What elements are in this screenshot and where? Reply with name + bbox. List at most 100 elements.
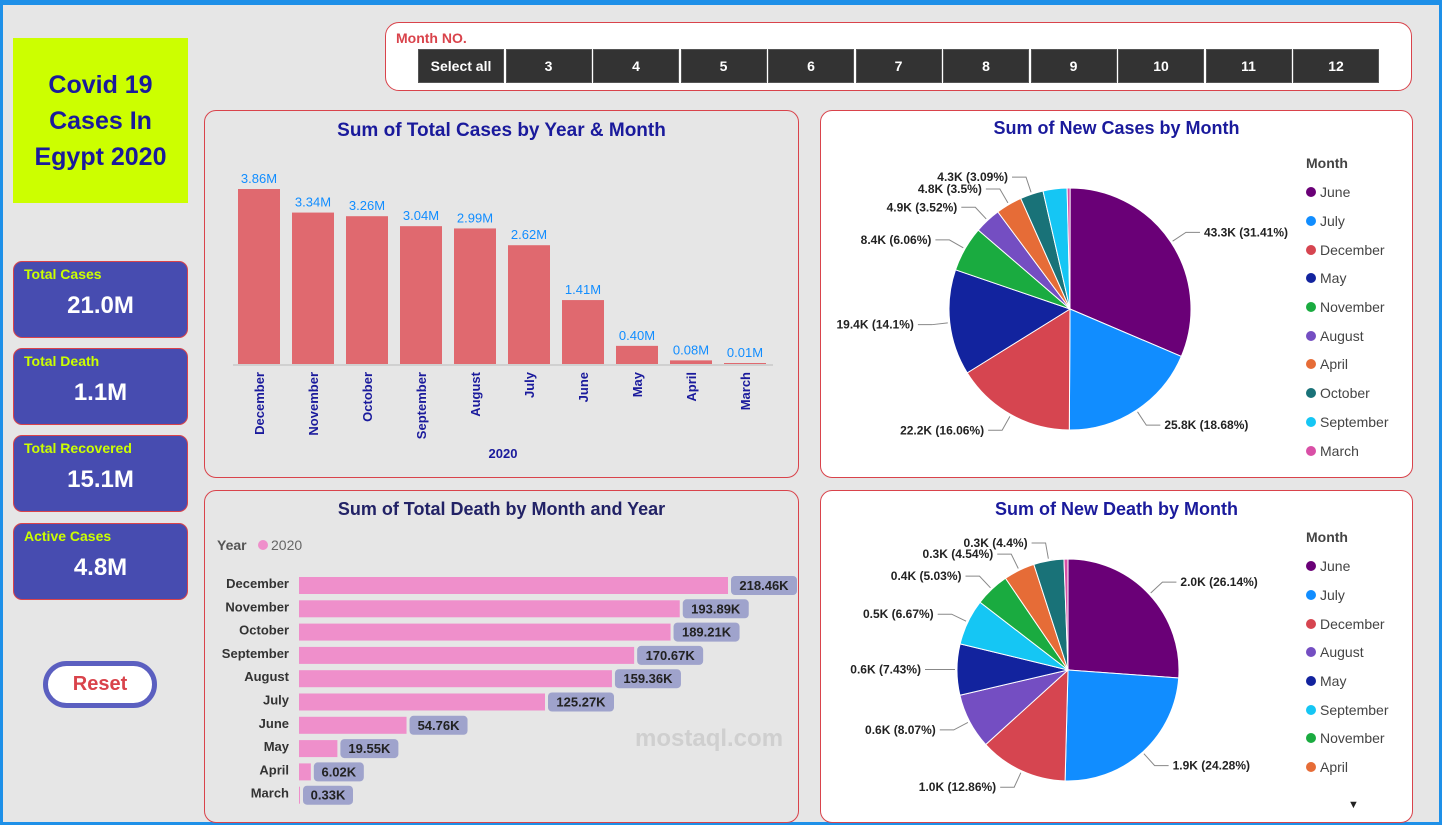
legend-item[interactable]: July [1306, 581, 1388, 610]
total-death-bar-chart: Sum of Total Death by Month and Year Yea… [204, 490, 799, 823]
data-label: 2.0K (26.14%) [1180, 575, 1257, 589]
legend: Month June July December May November August Ap… [1306, 155, 1388, 465]
data-label: 3.34M [295, 195, 331, 210]
data-label: 22.2K (16.06%) [900, 423, 984, 437]
pie-slice[interactable] [948, 269, 1072, 374]
kpi-total-cases: Total Cases 21.0M [13, 261, 188, 338]
slicer-option[interactable]: Select all [418, 49, 504, 83]
data-label: 0.6K (7.43%) [850, 662, 921, 676]
legend-item[interactable]: July [1306, 207, 1388, 236]
legend-label: August [1320, 644, 1364, 661]
data-label: 2.62M [511, 227, 547, 242]
slicer-option[interactable]: 8 [943, 49, 1029, 83]
pie-slice[interactable] [1064, 669, 1180, 782]
data-label-bg [682, 599, 749, 619]
pie-slice[interactable] [1066, 187, 1071, 310]
slicer-option[interactable]: 6 [768, 49, 854, 83]
bar[interactable] [299, 646, 635, 664]
bar[interactable] [299, 786, 300, 804]
slicer-option[interactable]: 4 [593, 49, 679, 83]
slicer-option[interactable]: 7 [855, 49, 942, 83]
y-tick-label: May [264, 739, 290, 754]
bar[interactable] [670, 360, 712, 364]
bar[interactable] [616, 345, 658, 364]
legend-label: November [1320, 299, 1385, 316]
legend-item[interactable]: June [1306, 552, 1388, 581]
legend-item[interactable]: December [1306, 235, 1388, 264]
slicer-option[interactable]: 11 [1205, 49, 1292, 83]
legend-item[interactable]: September [1306, 695, 1388, 724]
pie-slice[interactable] [1068, 308, 1182, 431]
legend-item[interactable]: May [1306, 667, 1388, 696]
bar[interactable] [299, 577, 728, 594]
bar[interactable] [508, 245, 550, 364]
slicer-option[interactable]: 10 [1118, 49, 1204, 83]
data-label: 4.3K (3.09%) [937, 170, 1008, 184]
data-label: 3.86M [241, 171, 277, 186]
legend-item[interactable]: November [1306, 724, 1388, 753]
x-tick-label: March [738, 372, 753, 410]
legend-item[interactable]: August [1306, 321, 1388, 350]
data-label: 0.33K [311, 788, 346, 803]
legend-label: May [1320, 270, 1347, 287]
bar[interactable] [299, 693, 545, 711]
bar[interactable] [299, 716, 407, 734]
legend-dot [1306, 302, 1316, 313]
data-label: 1.0K (12.86%) [919, 780, 996, 794]
legend-item[interactable]: September [1306, 408, 1388, 437]
kpi-value: 21.0M [67, 292, 134, 319]
legend-label: July [1320, 213, 1345, 230]
legend-label: April [1320, 759, 1349, 776]
legend-item[interactable]: May [1306, 264, 1388, 293]
legend-item[interactable]: June [1306, 178, 1388, 207]
legend-item[interactable]: April [1306, 350, 1388, 379]
bar[interactable] [299, 740, 338, 758]
legend-item[interactable]: August [1306, 638, 1388, 667]
legend-item[interactable]: March [1306, 436, 1388, 465]
bar[interactable] [299, 600, 680, 618]
chart-title: Sum of Total Death by Month and Year [337, 499, 666, 519]
bar[interactable] [346, 216, 388, 364]
legend-label: July [1320, 587, 1345, 604]
leader-line [935, 239, 964, 249]
pie-slice[interactable] [1067, 558, 1180, 679]
slicer-option[interactable]: 9 [1030, 49, 1117, 83]
pie-slice[interactable] [1069, 187, 1192, 358]
bar[interactable] [724, 363, 766, 364]
bar[interactable] [454, 228, 496, 364]
bar[interactable] [562, 300, 604, 364]
pie-slice[interactable] [985, 668, 1069, 782]
legend-item[interactable]: December [1306, 609, 1388, 638]
slicer-title: Month NO. [396, 30, 467, 46]
bar[interactable] [299, 670, 612, 688]
new-death-pie-chart: Sum of New Death by Month 2.0K (26.14%) 1… [820, 490, 1413, 823]
watermark: mostaql.com [635, 725, 784, 752]
reset-button[interactable]: Reset [43, 661, 157, 708]
bar[interactable] [299, 623, 671, 641]
leader-line [917, 322, 948, 326]
legend-item[interactable]: October [1306, 379, 1388, 408]
x-tick-label: September [414, 372, 429, 439]
legend-label: April [1320, 356, 1349, 373]
bar[interactable] [292, 212, 334, 364]
scroll-down-icon[interactable]: ▼ [1348, 799, 1359, 811]
y-tick-label: October [239, 623, 289, 638]
slicer-option[interactable]: 12 [1293, 49, 1379, 83]
data-label: 43.3K (31.41%) [1204, 225, 1288, 239]
data-label: 54.76K [418, 718, 461, 733]
bar[interactable] [299, 763, 311, 781]
pie-slice[interactable] [966, 308, 1071, 431]
bar[interactable] [238, 189, 280, 364]
bar[interactable] [400, 226, 442, 364]
legend-item[interactable]: November [1306, 293, 1388, 322]
legend-dot [1306, 647, 1316, 658]
legend-dot [1306, 388, 1316, 399]
pie-slice[interactable] [1063, 558, 1069, 671]
slicer-option[interactable]: 5 [680, 49, 767, 83]
legend-item[interactable]: April [1306, 753, 1388, 782]
legend-dot [1306, 618, 1316, 629]
data-label: 2.99M [457, 210, 493, 225]
data-label: 0.40M [619, 328, 655, 343]
slicer-option[interactable]: 3 [505, 49, 592, 83]
dashboard-title: Covid 19 Cases In Egypt 2020 [13, 38, 188, 203]
